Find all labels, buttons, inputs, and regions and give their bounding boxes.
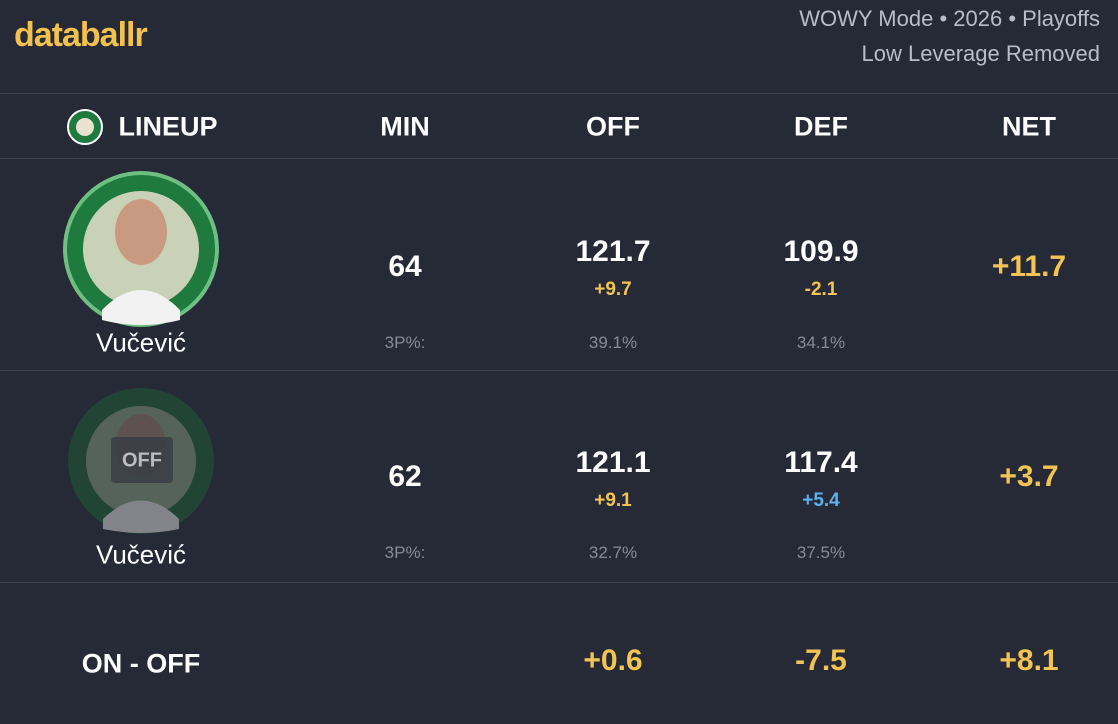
column-header: OFF xyxy=(586,111,640,142)
column-header: DEF xyxy=(794,111,848,142)
player-name: Vučević xyxy=(95,539,187,570)
column-header: MIN xyxy=(380,111,430,142)
off-rating: 121.1 xyxy=(575,446,651,479)
summary-net: +8.1 xyxy=(999,644,1059,677)
column-header: NET xyxy=(1002,111,1056,142)
divider xyxy=(0,582,1118,583)
def-3p: 37.5% xyxy=(796,543,846,562)
net-rating: +3.7 xyxy=(999,460,1059,493)
summary-off: +0.6 xyxy=(583,644,643,677)
shooting-label: 3P%: xyxy=(384,543,426,562)
divider xyxy=(0,158,1118,159)
def-diff: +5.4 xyxy=(802,490,840,511)
player-avatar xyxy=(63,171,219,327)
brand: databallr xyxy=(14,16,148,54)
player-name: Vučević xyxy=(95,327,187,358)
off-3p: 39.1% xyxy=(588,333,638,352)
net-rating: +11.7 xyxy=(991,250,1067,283)
def-rating: 109.9 xyxy=(783,235,859,268)
off-diff: +9.7 xyxy=(594,279,632,300)
shooting-label: 3P%: xyxy=(384,333,426,352)
column-header: LINEUP xyxy=(118,111,218,142)
minutes: 64 xyxy=(388,250,422,283)
minutes: 62 xyxy=(388,460,422,493)
summary-def: -7.5 xyxy=(795,644,847,677)
def-rating: 117.4 xyxy=(784,446,858,479)
off-badge xyxy=(111,437,173,483)
def-diff: -2.1 xyxy=(804,279,838,300)
divider xyxy=(0,370,1118,371)
mode: WOWY Mode • 2026 • Playoffs xyxy=(799,6,1100,31)
off-3p: 32.7% xyxy=(588,543,638,562)
summary-label: ON - OFF xyxy=(81,648,201,679)
off-diff: +9.1 xyxy=(594,490,632,511)
divider xyxy=(0,93,1118,94)
off-rating: 121.7 xyxy=(575,235,651,268)
def-3p: 34.1% xyxy=(796,333,846,352)
filter: Low Leverage Removed xyxy=(861,41,1100,66)
team-logo xyxy=(67,109,103,145)
off-status: OFF xyxy=(122,449,162,472)
